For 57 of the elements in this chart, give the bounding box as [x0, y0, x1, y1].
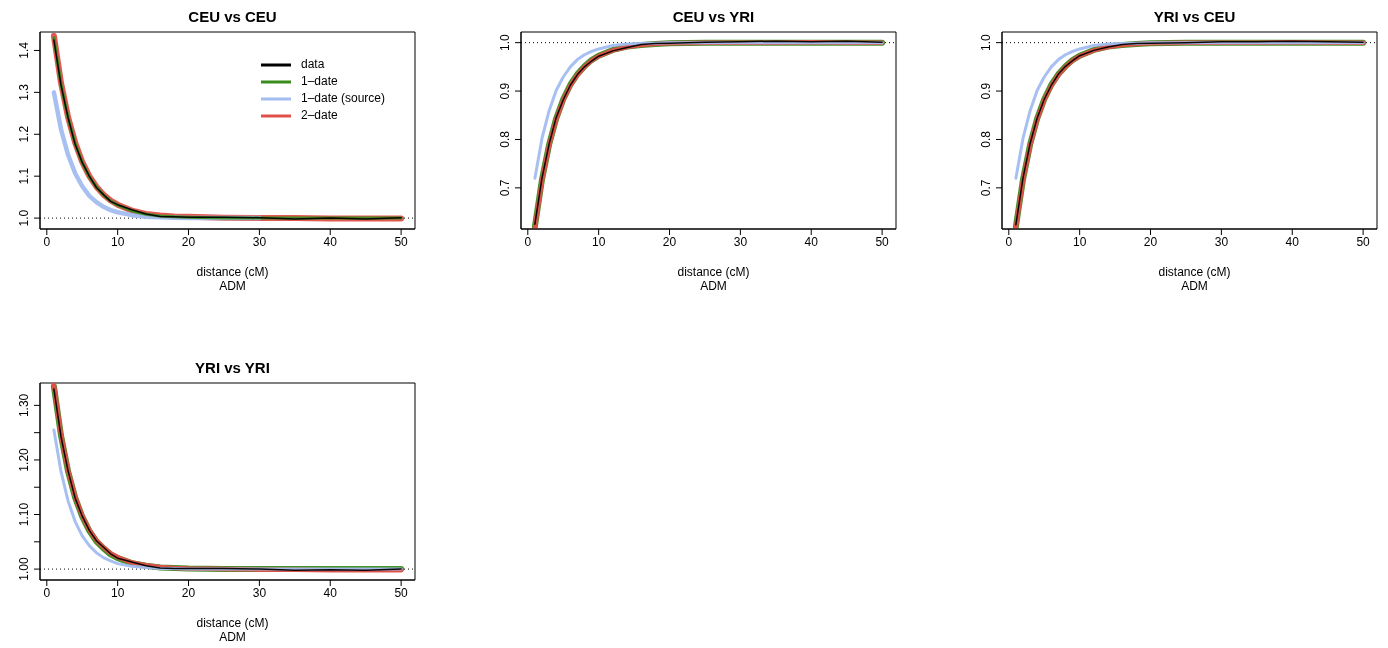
x-axis-title: distance (cM)	[195, 616, 270, 630]
y-tick-label: 0.8	[498, 130, 512, 148]
x-tick-label: 20	[1143, 234, 1158, 249]
y-tick-label: 1.10	[17, 502, 31, 527]
x-tick-label: 0	[43, 585, 51, 600]
text: ADM	[699, 279, 728, 293]
x-tick-label: 50	[875, 234, 890, 249]
y-tick-label: 1.20	[17, 447, 31, 472]
x-tick-label: 0	[524, 234, 532, 249]
x-tick-label: 20	[662, 234, 677, 249]
chart-title: CEU vs YRI	[671, 7, 756, 27]
y-tick-label: 1.0	[498, 33, 512, 51]
x-tick-label: 40	[323, 234, 338, 249]
y-tick-label: 0.9	[979, 82, 993, 100]
x-axis-title: distance (cM)	[676, 265, 751, 279]
x-tick-label: 10	[1072, 234, 1087, 249]
text: ADM	[1180, 279, 1209, 293]
x-tick-label: 40	[1285, 234, 1300, 249]
x-tick-label: 40	[804, 234, 819, 249]
x-tick-label: 40	[323, 585, 338, 600]
x-tick-label: 20	[181, 585, 196, 600]
y-tick-label: 1.00	[17, 557, 31, 581]
x-tick-label: 30	[733, 234, 748, 249]
x-tick-label: 0	[1005, 234, 1013, 249]
text: ADM	[218, 279, 247, 293]
y-tick-label: 1.1	[17, 167, 31, 185]
x-tick-label: 10	[110, 585, 125, 600]
x-tick-label: 30	[252, 585, 267, 600]
x-tick-label: 30	[1214, 234, 1229, 249]
y-tick-label: 0.8	[979, 130, 993, 148]
x-tick-label: 10	[591, 234, 606, 249]
legend-label: 1–date (source)	[300, 90, 385, 107]
chart-title: CEU vs CEU	[187, 7, 278, 27]
chart-title: YRI vs YRI	[194, 358, 271, 378]
x-tick-label: 20	[181, 234, 196, 249]
legend-label: data	[300, 56, 325, 73]
y-tick-label: 1.2	[17, 125, 31, 143]
y-tick-label: 0.9	[498, 82, 512, 100]
y-tick-label: 1.4	[17, 41, 31, 59]
x-tick-label: 50	[1356, 234, 1371, 249]
x-tick-label: 50	[394, 234, 409, 249]
y-tick-label: 1.0	[17, 209, 31, 227]
x-tick-label: 0	[43, 234, 51, 249]
x-axis-title: distance (cM)	[195, 265, 270, 279]
y-tick-label: 0.7	[979, 179, 993, 197]
x-tick-label: 50	[394, 585, 409, 600]
y-tick-label: 1.30	[17, 393, 31, 418]
y-tick-label: 1.3	[17, 83, 31, 101]
x-tick-label: 10	[110, 234, 125, 249]
x-axis-title: distance (cM)	[1157, 265, 1232, 279]
legend-label: 1–date	[300, 73, 338, 90]
y-tick-label: 1.0	[979, 33, 993, 51]
x-tick-label: 30	[252, 234, 267, 249]
y-tick-label: 0.7	[498, 179, 512, 197]
legend-label: 2–date	[300, 107, 338, 124]
chart-title: YRI vs CEU	[1152, 7, 1237, 27]
text: ADM	[218, 630, 247, 644]
